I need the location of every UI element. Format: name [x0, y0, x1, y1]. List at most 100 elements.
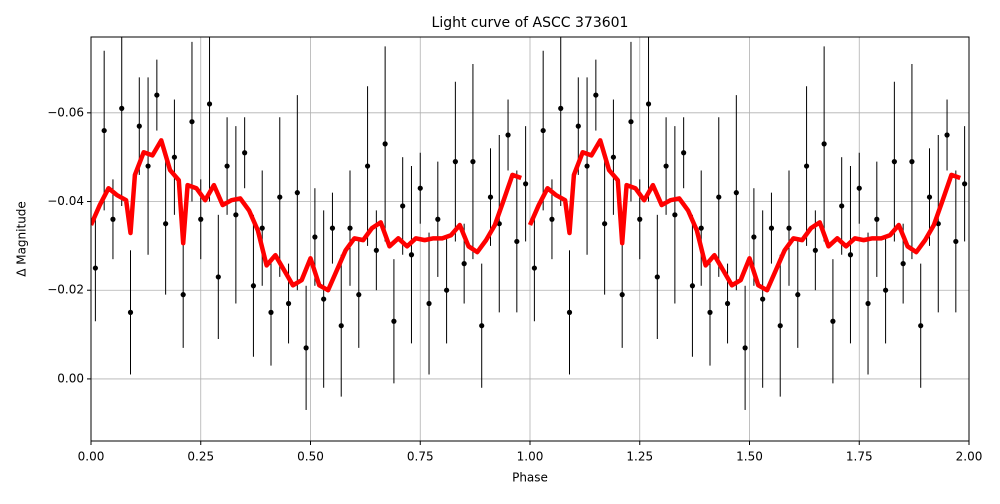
data-point	[364, 163, 371, 169]
data-point	[637, 216, 643, 222]
x-tick-label: 1.75	[846, 450, 873, 464]
data-point	[795, 292, 801, 298]
data-point	[777, 323, 783, 329]
data-point	[575, 123, 581, 129]
data-point	[865, 300, 871, 307]
data-point	[171, 154, 178, 160]
data-point	[277, 194, 283, 200]
data-point	[698, 225, 704, 231]
data-point	[593, 92, 599, 98]
data-point	[733, 190, 739, 196]
data-point	[224, 163, 230, 169]
data-point	[760, 296, 766, 302]
data-point	[338, 323, 344, 329]
data-point	[180, 292, 186, 298]
data-point	[874, 216, 880, 222]
data-point	[443, 287, 450, 293]
data-point	[303, 345, 309, 351]
y-tick-label: −0.04	[47, 194, 84, 208]
data-point	[400, 203, 406, 209]
data-point	[944, 132, 950, 138]
data-point	[470, 159, 476, 165]
data-point	[707, 309, 713, 315]
data-point	[953, 238, 959, 245]
data-point	[163, 221, 169, 227]
data-point	[566, 309, 573, 315]
data-point	[602, 221, 608, 227]
data-point	[584, 163, 590, 169]
data-point	[119, 105, 125, 111]
data-point	[786, 225, 792, 231]
data-point	[408, 252, 415, 258]
data-point	[830, 318, 836, 324]
data-point	[101, 127, 107, 134]
data-point	[663, 163, 669, 169]
data-point	[127, 309, 134, 315]
data-point	[610, 154, 617, 160]
data-point	[356, 292, 362, 298]
y-tick-label: −0.02	[47, 283, 84, 297]
data-point	[619, 292, 625, 298]
data-point	[312, 234, 318, 240]
x-tick-label: 0.50	[297, 450, 324, 464]
data-point	[505, 132, 511, 138]
data-point	[435, 216, 441, 222]
data-point	[549, 216, 555, 222]
x-tick-label: 0.75	[407, 450, 434, 464]
data-point	[452, 159, 458, 165]
data-point	[391, 318, 397, 324]
x-tick-label: 1.00	[517, 450, 544, 464]
data-point	[768, 225, 775, 231]
data-point	[812, 247, 818, 253]
data-point	[751, 234, 757, 240]
data-point	[716, 194, 722, 200]
data-point	[294, 190, 300, 196]
binned-curve	[91, 138, 961, 293]
data-point	[856, 185, 862, 191]
data-point	[962, 181, 968, 187]
data-point	[329, 225, 336, 231]
x-axis-label: Phase	[512, 471, 548, 485]
data-point	[891, 159, 897, 165]
data-point	[628, 119, 634, 125]
data-point	[373, 247, 379, 253]
data-point	[821, 141, 827, 147]
data-point	[285, 300, 292, 307]
x-tick-label: 0.00	[78, 450, 105, 464]
data-point	[136, 123, 142, 129]
y-tick-label: 0.00	[57, 371, 84, 385]
data-point	[689, 283, 696, 289]
data-point	[531, 265, 537, 271]
data-point	[839, 203, 845, 209]
x-tick-label: 0.25	[187, 450, 214, 464]
data-point	[645, 101, 652, 107]
data-point	[215, 274, 221, 280]
data-point	[900, 261, 906, 267]
data-point	[154, 92, 160, 98]
data-point	[479, 323, 485, 329]
data-point	[268, 309, 274, 315]
tick-layer: 0.00 0.25 0.50 0.75 1.00 1.25 1.50 1.75 2.00 0.00…	[47, 105, 982, 463]
x-tick-label: 1.25	[626, 450, 653, 464]
data-point	[198, 216, 204, 222]
x-tick-label: 2.00	[956, 450, 983, 464]
data-point	[882, 287, 889, 293]
data-point	[110, 216, 116, 222]
data-point	[233, 212, 239, 218]
data-point	[382, 141, 388, 147]
data-point	[426, 300, 432, 307]
data-point	[847, 252, 854, 258]
data-point	[558, 105, 564, 111]
data-point	[242, 150, 248, 156]
y-axis-label: Δ Magnitude	[15, 201, 29, 277]
data-point	[347, 225, 353, 231]
data-point	[461, 261, 467, 267]
data-point	[145, 163, 151, 169]
y-tick-label: −0.06	[47, 105, 84, 119]
data-point	[909, 159, 915, 165]
data-point	[654, 274, 660, 280]
chart-title: Light curve of ASCC 373601	[432, 15, 629, 31]
data-point	[189, 119, 195, 125]
plot-area	[91, 37, 968, 410]
